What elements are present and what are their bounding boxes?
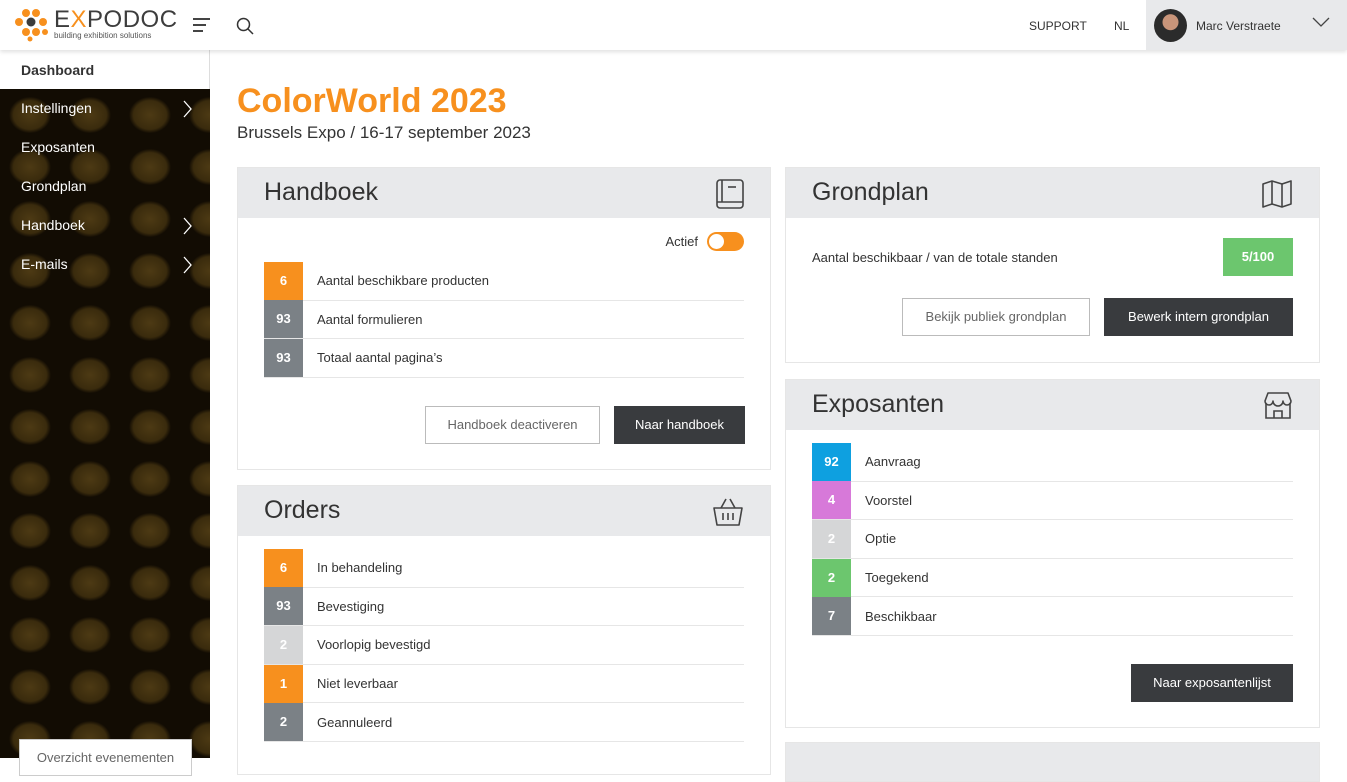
list-item-label: Niet leverbaar	[317, 676, 398, 692]
grondplan-panel: Grondplan Aantal beschikbaar / van de to…	[785, 167, 1320, 363]
toggle-label: Actief	[665, 234, 698, 249]
count-badge: 2	[264, 703, 303, 742]
panel-title: Grondplan	[812, 178, 929, 206]
orders-panel: Orders 6 In behandeling 93 Bevestiging 2 Voor…	[237, 485, 771, 775]
edit-internal-floorplan-button[interactable]: Bewerk intern grondplan	[1104, 298, 1293, 336]
logo-text-accent: X	[70, 6, 88, 33]
count-badge: 93	[264, 587, 303, 626]
list-item[interactable]: 6 In behandeling	[264, 548, 744, 588]
count-badge: 1	[264, 664, 303, 703]
sidebar-item-emails[interactable]: E-mails	[0, 245, 210, 284]
list-item[interactable]: 6 Aantal beschikbare producten	[264, 261, 744, 301]
count-badge: 92	[812, 442, 851, 481]
available-stands-badge: 5/100	[1223, 238, 1293, 276]
list-item-label: In behandeling	[317, 560, 403, 576]
panel-title: Handboek	[264, 178, 378, 206]
list-item[interactable]: 7 Beschikbaar	[812, 597, 1293, 636]
list-item-label: Voorlopig bevestigd	[317, 637, 431, 653]
chevron-right-icon	[183, 256, 192, 274]
list-item-label: Aantal beschikbare producten	[317, 273, 490, 289]
logo-text: PODOC	[87, 6, 178, 33]
support-link[interactable]: SUPPORT	[1029, 19, 1087, 33]
sidebar-item-handboek[interactable]: Handboek	[0, 206, 210, 245]
avatar	[1154, 9, 1187, 42]
page-title: ColorWorld 2023	[237, 82, 507, 120]
logo-text: E	[54, 6, 71, 33]
search-icon[interactable]	[236, 17, 254, 35]
exposanten-panel: Exposanten 92 Aanvraag 4 Voorstel 2 Optie 2 Toe…	[785, 379, 1320, 728]
exhibitor-list-button[interactable]: Naar exposantenlijst	[1131, 664, 1293, 702]
list-item-label: Geannuleerd	[317, 714, 393, 730]
available-stands-label: Aantal beschikbaar / van de totale stand…	[812, 250, 1058, 265]
sidebar: Dashboard Instellingen Exposanten Grondp…	[0, 50, 210, 776]
count-badge: 2	[812, 558, 851, 597]
next-panel-header	[785, 742, 1320, 782]
list-item-label: Totaal aantal pagina’s	[317, 350, 443, 366]
sidebar-nav: Instellingen Exposanten Grondplan Handbo…	[0, 89, 210, 776]
count-badge: 6	[264, 548, 303, 587]
user-menu[interactable]: Marc Verstraete	[1146, 0, 1347, 50]
list-item[interactable]: 93 Bevestiging	[264, 587, 744, 627]
list-item-label: Aantal formulieren	[317, 311, 423, 327]
list-item-label: Aanvraag	[865, 454, 921, 470]
chevron-right-icon	[183, 100, 192, 118]
top-bar: EXPODOC building exhibition solutions SU…	[0, 0, 1347, 50]
store-icon	[1264, 392, 1292, 419]
sidebar-item-label: Exposanten	[21, 139, 95, 155]
view-public-floorplan-button[interactable]: Bekijk publiek grondplan	[902, 298, 1090, 336]
list-item[interactable]: 2 Voorlopig bevestigd	[264, 625, 744, 665]
count-badge: 6	[264, 261, 303, 300]
count-badge: 2	[264, 625, 303, 664]
count-badge: 2	[812, 519, 851, 558]
sidebar-item-instellingen[interactable]: Instellingen	[0, 89, 210, 128]
list-item[interactable]: 93 Totaal aantal pagina’s	[264, 338, 744, 378]
hexagon-logo-icon	[15, 9, 48, 42]
sidebar-item-grondplan[interactable]: Grondplan	[0, 167, 210, 206]
deactivate-handboek-button[interactable]: Handboek deactiveren	[425, 406, 600, 444]
list-item-label: Voorstel	[865, 492, 912, 508]
panel-title: Exposanten	[812, 390, 945, 418]
sidebar-item-label: Handboek	[21, 217, 85, 233]
count-badge: 4	[812, 481, 851, 520]
list-item[interactable]: 2 Toegekend	[812, 558, 1293, 598]
book-icon	[716, 179, 744, 209]
list-item-label: Bevestiging	[317, 598, 385, 614]
sidebar-item-label: Instellingen	[21, 100, 92, 116]
handboek-list: 6 Aantal beschikbare producten 93 Aantal fo…	[264, 261, 744, 378]
page-subtitle: Brussels Expo / 16-17 september 2023	[237, 123, 531, 142]
map-icon	[1262, 180, 1292, 208]
list-item[interactable]: 93 Aantal formulieren	[264, 300, 744, 340]
count-badge: 93	[264, 338, 303, 377]
count-badge: 7	[812, 597, 851, 636]
handboek-panel: Handboek Actief 6 Aantal beschikbare prod…	[237, 167, 771, 470]
list-item-label: Beschikbaar	[865, 608, 937, 624]
open-handboek-button[interactable]: Naar handboek	[614, 406, 745, 444]
expodoc-logo[interactable]: EXPODOC building exhibition solutions	[14, 8, 178, 42]
sidebar-item-label: Grondplan	[21, 178, 87, 194]
list-item-label: Toegekend	[865, 570, 929, 586]
sidebar-item-exposanten[interactable]: Exposanten	[0, 128, 210, 167]
panel-title: Orders	[264, 496, 341, 524]
list-item-label: Optie	[865, 531, 897, 547]
exposanten-list: 92 Aanvraag 4 Voorstel 2 Optie 2 Toegekend 7 Besc…	[812, 442, 1293, 636]
list-item[interactable]: 4 Voorstel	[812, 481, 1293, 521]
sidebar-item-label: E-mails	[21, 256, 68, 272]
list-item[interactable]: 92 Aanvraag	[812, 442, 1293, 482]
list-item[interactable]: 2 Geannuleerd	[264, 703, 744, 742]
sidebar-item-dashboard[interactable]: Dashboard	[0, 50, 209, 89]
list-item[interactable]: 2 Optie	[812, 519, 1293, 559]
menu-toggle-icon[interactable]	[193, 18, 211, 32]
orders-list: 6 In behandeling 93 Bevestiging 2 Voorlopig b…	[264, 548, 744, 742]
basket-icon	[713, 498, 743, 526]
logo-tagline: building exhibition solutions	[54, 31, 152, 40]
chevron-right-icon	[183, 217, 192, 235]
chevron-down-icon[interactable]	[1312, 16, 1330, 28]
language-selector[interactable]: NL	[1114, 19, 1130, 33]
count-badge: 93	[264, 300, 303, 339]
user-name: Marc Verstraete	[1196, 19, 1281, 33]
list-item[interactable]: 1 Niet leverbaar	[264, 664, 744, 704]
active-toggle[interactable]	[707, 232, 744, 251]
